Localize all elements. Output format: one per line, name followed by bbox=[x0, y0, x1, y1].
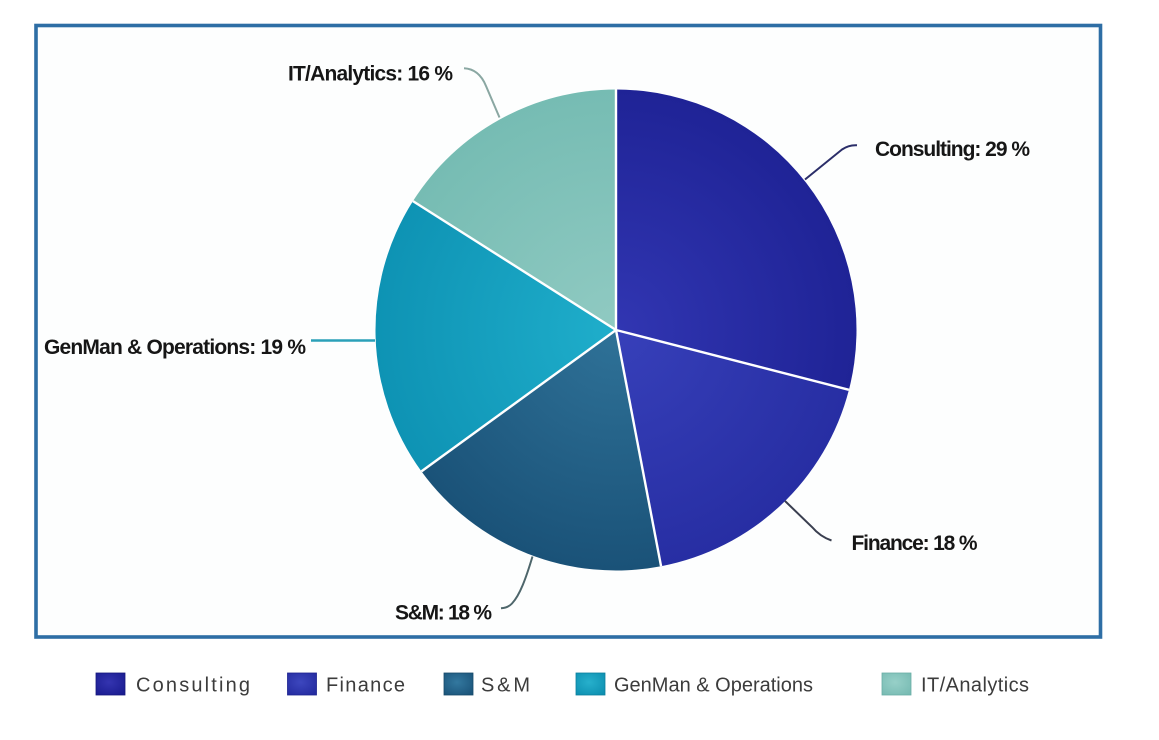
svg-text:IT/Analytics: IT/Analytics bbox=[921, 675, 1029, 697]
svg-text:S&M: S&M bbox=[481, 675, 530, 697]
svg-text:Finance: 18 %: Finance: 18 % bbox=[852, 532, 978, 555]
svg-text:IT/Analytics: 16 %: IT/Analytics: 16 % bbox=[288, 63, 453, 86]
svg-text:S&M: 18 %: S&M: 18 % bbox=[395, 602, 492, 625]
svg-text:Finance: Finance bbox=[326, 675, 405, 697]
svg-text:GenMan & Operations: 19 %: GenMan & Operations: 19 % bbox=[44, 336, 306, 359]
svg-text:Consulting: Consulting bbox=[136, 675, 250, 697]
svg-text:Consulting: 29 %: Consulting: 29 % bbox=[875, 138, 1030, 161]
svg-text:GenMan & Operations: GenMan & Operations bbox=[614, 675, 813, 697]
